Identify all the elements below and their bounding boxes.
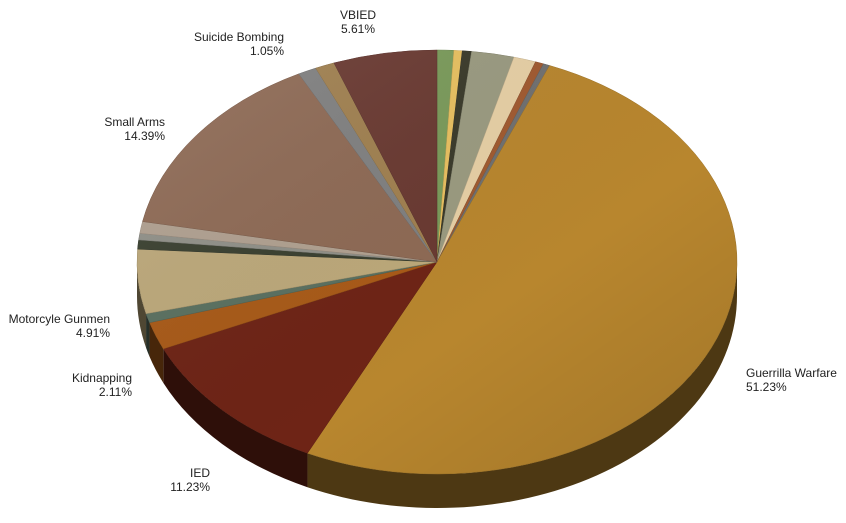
label-vbied: VBIED 5.61% — [340, 8, 376, 36]
label-suicide-bombing-pct: 1.05% — [249, 44, 284, 58]
label-motorcyle-gunmen: Motorcyle Gunmen 4.91% — [9, 312, 110, 340]
label-small-arms-name: Small Arms — [104, 115, 165, 129]
label-guerrilla-warfare-name: Guerrilla Warfare — [746, 366, 837, 380]
label-ied-name: IED — [189, 466, 210, 480]
label-vbied-pct: 5.61% — [340, 22, 376, 36]
label-ied-pct: 11.23% — [170, 480, 210, 494]
pie-gloss — [137, 50, 737, 474]
label-kidnapping: Kidnapping 2.11% — [72, 371, 132, 399]
pie-side-guerrilla-warfare — [307, 262, 737, 508]
label-small-arms-pct: 14.39% — [124, 129, 165, 143]
pie-side-kidnapping — [149, 322, 164, 383]
pie-side-layer — [137, 262, 737, 508]
label-small-arms: Small Arms 14.39% — [104, 115, 165, 143]
label-motorcyle-gunmen-pct: 4.91% — [75, 326, 110, 340]
label-motorcyle-gunmen-name: Motorcyle Gunmen — [8, 312, 110, 326]
label-suicide-bombing: Suicide Bombing 1.05% — [194, 30, 284, 58]
pie-shading-layer — [137, 50, 737, 474]
label-guerrilla-warfare: Guerrilla Warfare 51.23% — [746, 366, 837, 394]
pie-side-ied — [163, 348, 308, 488]
pie-side-motorcyle-gunmen — [137, 262, 147, 348]
label-vbied-name: VBIED — [340, 8, 377, 22]
pie-side-minor-10 — [146, 313, 150, 357]
label-suicide-bombing-name: Suicide Bombing — [193, 30, 284, 44]
label-ied: IED 11.23% — [170, 466, 210, 494]
label-kidnapping-pct: 2.11% — [98, 385, 132, 399]
label-kidnapping-name: Kidnapping — [71, 371, 132, 385]
label-guerrilla-warfare-pct: 51.23% — [746, 380, 787, 394]
